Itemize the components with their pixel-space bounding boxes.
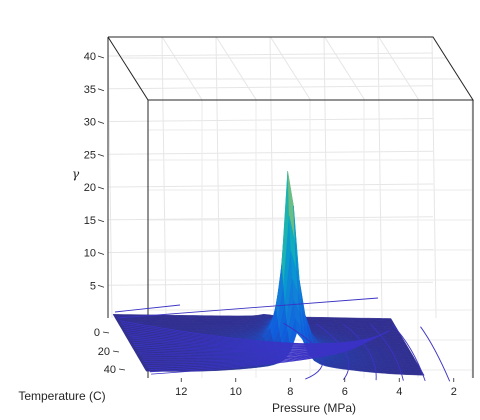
grid-line: [378, 36, 420, 101]
y-tick-mark: [112, 350, 120, 353]
z-tick-mark: [97, 55, 105, 59]
grid-line: [161, 36, 203, 101]
y-tick-label: 40: [104, 364, 116, 376]
grid-line: [270, 36, 311, 101]
z-tick-label: 40: [84, 51, 96, 63]
z-tick-label: 35: [84, 84, 96, 96]
contour-line: [420, 326, 451, 382]
z-tick-label: 20: [84, 182, 96, 194]
z-tick-label: 10: [84, 248, 96, 260]
y-axis-label: Temperature (C): [18, 389, 105, 403]
grid-line: [215, 36, 257, 101]
grid-line: [107, 183, 434, 188]
x-tick-label: 10: [230, 386, 242, 398]
contour-line: [315, 323, 350, 380]
grid-line: [377, 36, 383, 319]
y-tick-mark: [102, 331, 110, 334]
contour-line: [370, 324, 404, 381]
z-tick-label: 5: [90, 280, 96, 292]
y-tick-label: 20: [98, 346, 110, 358]
z-tick-label: 30: [84, 117, 96, 129]
z-tick-mark: [97, 252, 105, 255]
grid-line: [161, 36, 167, 319]
y-tick-label: 0: [94, 327, 100, 339]
contour-line: [151, 345, 359, 375]
grid-line: [107, 281, 434, 286]
grid-line: [107, 118, 434, 122]
contour-line: [114, 304, 181, 313]
surface-patch: [384, 318, 393, 322]
surface-patch: [387, 323, 396, 327]
grid-line: [323, 36, 329, 319]
grid-line: [107, 36, 113, 319]
grid-line: [269, 36, 275, 319]
z-tick-mark: [97, 121, 105, 124]
contour-lines: [114, 297, 451, 382]
contour-line: [343, 323, 377, 381]
grid-line: [431, 36, 437, 319]
x-tick-label: 4: [396, 386, 402, 398]
y-tick-mark: [118, 368, 126, 371]
z-tick-mark: [97, 219, 105, 223]
tick-labels: 5 10 15 20 25 30 35 40 2 4 6 8 10 12 0 20 40: [84, 51, 457, 398]
z-tick-mark: [97, 88, 105, 92]
z-tick-label: 15: [84, 215, 96, 227]
x-tick-label: 2: [451, 386, 457, 398]
grid-line: [215, 36, 221, 319]
grid-line: [107, 150, 434, 155]
x-tick-label: 12: [175, 386, 187, 398]
x-tick-label: 8: [287, 386, 293, 398]
contour-line: [117, 297, 379, 319]
grid-line: [324, 36, 366, 101]
x-axis-label: Pressure (MPa): [272, 401, 356, 415]
z-tick-mark: [97, 153, 105, 157]
z-tick-label: 25: [84, 149, 96, 161]
contour-line: [392, 324, 426, 382]
z-tick-mark: [97, 186, 105, 190]
contour-line: [283, 322, 324, 380]
grid-line: [107, 216, 434, 221]
x-tick-label: 6: [342, 386, 348, 398]
z-axis-label: γ: [72, 167, 80, 181]
surface-patch: [386, 320, 395, 324]
z-tick-mark: [97, 284, 105, 288]
